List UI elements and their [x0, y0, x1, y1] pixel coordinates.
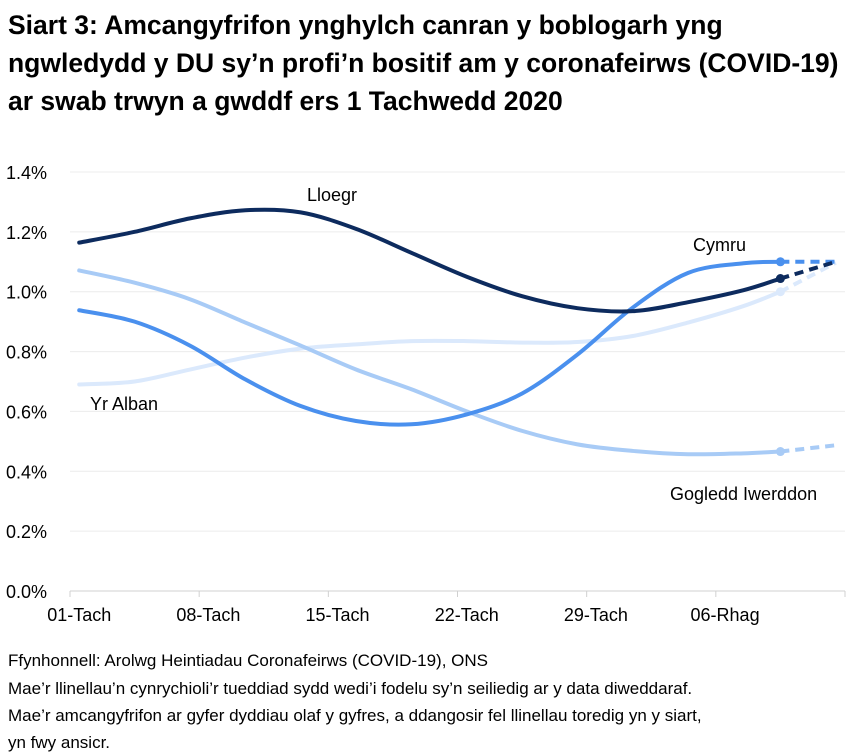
x-tick-label: 08-Tach	[176, 605, 240, 625]
x-axis: 01-Tach 08-Tach 15-Tach 22-Tach 29-Tach 06-Rh…	[47, 590, 846, 625]
series-line-lloegr	[77, 207, 783, 314]
y-tick-label: 1.0%	[6, 283, 47, 303]
series-line-cymru	[77, 259, 783, 427]
y-tick-label: 0.2%	[6, 522, 47, 542]
y-tick-label: 1.2%	[6, 223, 47, 243]
latest-point-gogledd-iwerddon	[775, 447, 785, 457]
x-tick-label: 06-Rhag	[691, 605, 760, 625]
series-line-dashed-gogledd-iwerddon	[780, 443, 836, 454]
series-line-gogledd-iwerddon	[77, 268, 783, 457]
series-label-gogledd-iwerddon: Gogledd Iwerddon	[670, 484, 817, 504]
y-tick-label: 0.6%	[6, 402, 47, 422]
series-labels: Yr Alban Gogledd Iwerddon Cymru Lloegr	[90, 185, 817, 504]
line-chart: 0.0% 0.2% 0.4% 0.6% 0.8% 1.0% 1.2% 1.4% 01-Tach…	[6, 163, 846, 625]
y-tick-label: 0.8%	[6, 343, 47, 363]
series-line-yr-alban	[77, 289, 783, 387]
x-tick-label: 01-Tach	[47, 605, 111, 625]
y-axis: 0.0% 0.2% 0.4% 0.6% 0.8% 1.0% 1.2% 1.4%	[6, 163, 47, 602]
latest-point-cymru	[775, 257, 785, 267]
x-tick-label: 22-Tach	[435, 605, 499, 625]
x-tick-label: 29-Tach	[564, 605, 628, 625]
series-label-yr-alban: Yr Alban	[90, 394, 158, 414]
gridlines	[70, 171, 845, 532]
footnote-3: yn fwy ansicr.	[8, 733, 111, 752]
x-tick-label: 15-Tach	[306, 605, 370, 625]
series-label-cymru: Cymru	[693, 235, 746, 255]
series-lines	[77, 207, 837, 457]
chart-title: Siart 3: Amcangyfrifon ynghylch canran y…	[8, 10, 839, 116]
footnote-1: Mae’r llinellau’n cynrychioli’r tueddiad…	[8, 679, 693, 698]
latest-point-yr-alban	[775, 287, 785, 297]
latest-point-lloegr	[775, 274, 785, 284]
source-note: Ffynhonnell: Arolwg Heintiadau Coronafei…	[8, 651, 488, 670]
series-label-lloegr: Lloegr	[307, 185, 357, 205]
y-tick-label: 0.4%	[6, 462, 47, 482]
y-tick-label: 0.0%	[6, 582, 47, 602]
footnote-2: Mae’r amcangyfrifon ar gyfer dyddiau ola…	[8, 706, 702, 725]
y-tick-label: 1.4%	[6, 163, 47, 183]
